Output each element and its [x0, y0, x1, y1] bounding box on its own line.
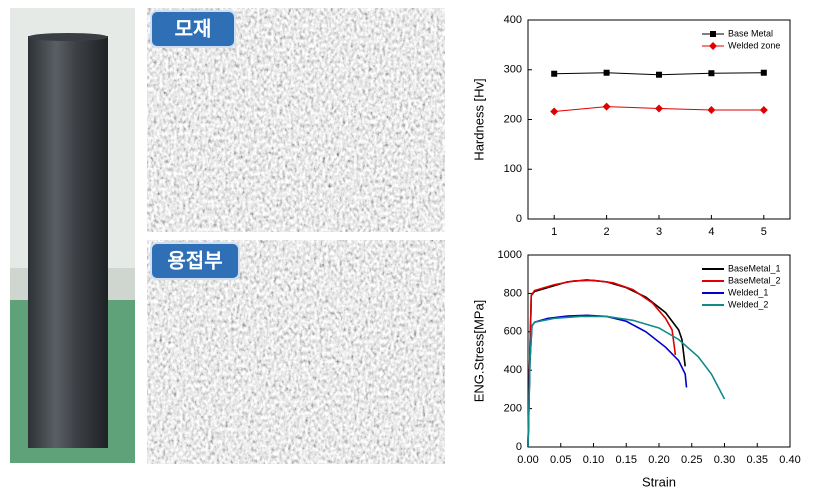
series-line [527, 314, 688, 448]
x-tick-label: 0.25 [681, 454, 702, 466]
x-tick-label: 0.30 [714, 454, 735, 466]
marker [760, 69, 767, 76]
x-tick-label: 0.15 [616, 454, 637, 466]
label: 모재 [175, 17, 212, 40]
legend-label: Welded_2 [728, 299, 768, 309]
x-tick-label: 4 [708, 226, 714, 238]
micrograph-weld: 용접부 20 um [147, 240, 445, 464]
legend-label: BaseMetal_1 [728, 263, 781, 273]
x-tick-label: 0.05 [550, 454, 571, 466]
x-tick-label: 2 [604, 226, 610, 238]
marker [708, 70, 715, 77]
legend-label: Welded zone [728, 40, 780, 50]
y-axis-label: Hardness [Hv] [471, 78, 486, 160]
legend-label: Welded_1 [728, 287, 768, 297]
y-tick-label: 800 [504, 287, 522, 299]
marker [710, 31, 716, 37]
marker [551, 70, 558, 77]
y-tick-label: 0 [516, 441, 522, 453]
x-tick-label: 0.35 [747, 454, 768, 466]
scale-bar: 20 um [425, 456, 439, 462]
label: 용접부 [167, 249, 222, 272]
marker [707, 106, 716, 115]
marker [759, 106, 768, 115]
y-axis-label: ENG.Stress[MPa] [471, 300, 486, 403]
x-tick-label: 0.40 [779, 454, 800, 466]
y-tick-label: 100 [504, 163, 522, 175]
marker [709, 42, 717, 50]
x-tick-label: 0.10 [583, 454, 604, 466]
y-tick-label: 1000 [498, 249, 522, 261]
marker [656, 71, 662, 78]
legend-label: Base Metal [728, 28, 773, 38]
x-tick-label: 0.20 [648, 454, 669, 466]
micrograph-base: 모재 20 um [147, 8, 445, 232]
scale-bar: 20 um [425, 224, 439, 230]
x-tick-label: 1 [551, 226, 557, 238]
y-tick-label: 400 [504, 14, 522, 26]
legend-label: BaseMetal_2 [728, 275, 781, 285]
x-tick-label: 5 [761, 226, 767, 238]
x-tick-label: 0.00 [517, 454, 538, 466]
series-line [527, 279, 677, 448]
marker [550, 107, 559, 116]
marker [655, 104, 663, 113]
y-tick-label: 300 [504, 64, 522, 76]
y-tick-label: 0 [516, 213, 522, 225]
y-tick-label: 200 [504, 113, 522, 125]
pipe-photo [10, 8, 135, 463]
marker [602, 102, 611, 111]
y-tick-label: 400 [504, 364, 522, 376]
series-line [527, 279, 686, 448]
x-tick-label: 3 [656, 226, 662, 238]
y-tick-label: 600 [504, 326, 522, 338]
series-line [527, 315, 726, 448]
y-tick-label: 200 [504, 403, 522, 415]
x-axis-label: Strain [642, 474, 676, 489]
marker [603, 69, 610, 76]
